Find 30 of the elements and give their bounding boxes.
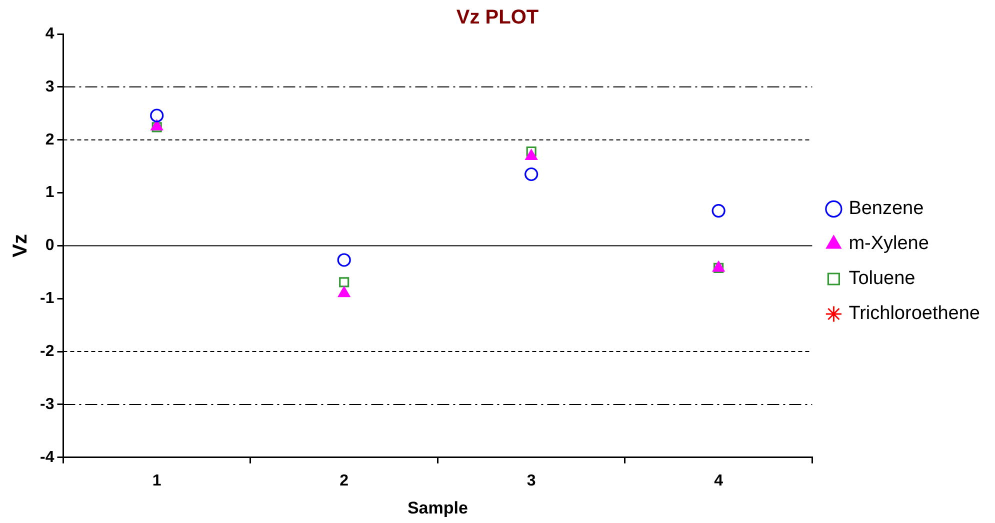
legend-label: m-Xylene — [848, 233, 929, 254]
point — [712, 204, 726, 218]
point — [150, 108, 164, 122]
point — [150, 120, 163, 130]
chart-title: Vz PLOT — [456, 6, 539, 29]
y-tick-label: 1 — [45, 184, 54, 202]
x-tick-label: 2 — [340, 472, 349, 490]
point — [525, 149, 538, 160]
y-tick-label: 0 — [45, 237, 54, 254]
point — [152, 122, 162, 132]
y-tick-label: 4 — [45, 25, 54, 42]
point — [526, 146, 536, 157]
point — [524, 167, 538, 182]
x-tick-label: 1 — [152, 472, 162, 490]
y-tick-label: -4 — [40, 448, 54, 466]
y-tick-label: -3 — [40, 396, 54, 413]
point — [337, 253, 351, 267]
legend-label: Trichloroethene — [848, 303, 980, 324]
x-axis-title: Sample — [407, 498, 468, 518]
x-tick-label: 3 — [526, 472, 536, 490]
y-tick-label: -2 — [40, 342, 54, 360]
y-tick-label: -1 — [40, 290, 54, 308]
x-tick-label: 4 — [714, 472, 724, 490]
point — [339, 277, 350, 288]
legend-label: Toluene — [848, 268, 916, 290]
y-tick-label: 2 — [45, 131, 54, 148]
y-tick-label: 3 — [45, 78, 54, 96]
y-axis-title: Vz — [10, 234, 32, 258]
legend-label: Benzene — [848, 198, 924, 220]
point — [338, 286, 350, 298]
